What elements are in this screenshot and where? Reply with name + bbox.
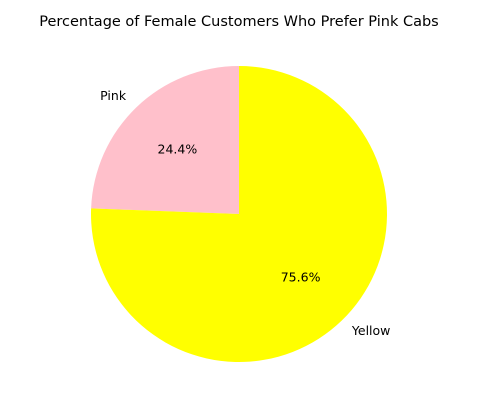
pie-slices <box>91 66 387 362</box>
slice-percent-yellow: 75.6% <box>281 269 321 284</box>
slice-label-pink: Pink <box>100 88 127 103</box>
slice-label-yellow: Yellow <box>351 323 390 338</box>
slice-percent-pink: 24.4% <box>158 142 198 157</box>
chart-title: Percentage of Female Customers Who Prefe… <box>39 14 438 30</box>
